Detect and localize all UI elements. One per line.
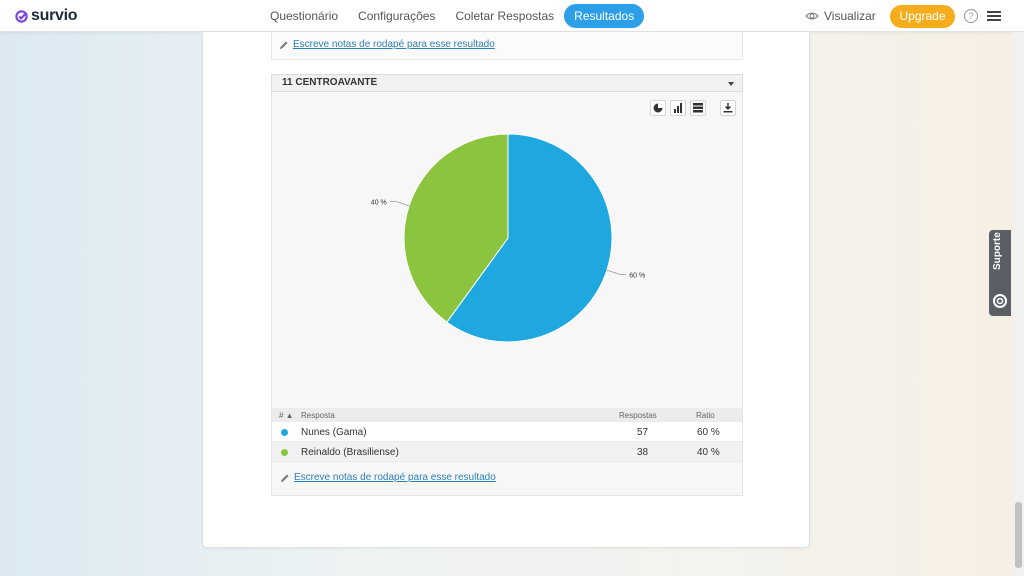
pie-chart-toggle[interactable] bbox=[650, 100, 666, 116]
pie-label-leader bbox=[606, 269, 627, 275]
chart-panel: 60 % 40 % # ▲ Resposta Respostas Ratio Nu… bbox=[271, 92, 743, 496]
visualizar-button[interactable]: Visualizar bbox=[805, 9, 876, 23]
nav-coletar-respostas[interactable]: Coletar Respostas bbox=[455, 9, 555, 23]
top-navbar: survio Questionário Configurações Coleta… bbox=[0, 0, 1024, 32]
legend-dot bbox=[281, 449, 288, 456]
responses-cell: 57 bbox=[637, 427, 649, 438]
pencil-icon bbox=[281, 474, 289, 482]
col-number-label: # bbox=[279, 411, 284, 420]
help-icon[interactable]: ? bbox=[964, 9, 978, 23]
support-label: Suporte bbox=[992, 232, 1003, 270]
answer-cell: Reinaldo (Brasiliense) bbox=[301, 447, 399, 458]
table-row: Nunes (Gama) 57 60 % bbox=[272, 422, 742, 442]
pie-data-label: 40 % bbox=[371, 200, 387, 207]
table-view-toggle[interactable] bbox=[690, 100, 706, 116]
scrollbar-thumb[interactable] bbox=[1015, 502, 1022, 568]
support-tab[interactable]: Suporte bbox=[989, 230, 1011, 316]
visualizar-label: Visualizar bbox=[824, 9, 876, 23]
ratio-cell: 60 % bbox=[697, 427, 720, 438]
nav-questionario[interactable]: Questionário bbox=[270, 9, 339, 23]
main-nav: Questionário Configurações Coletar Respo… bbox=[260, 4, 645, 28]
nav-resultados[interactable]: Resultados bbox=[564, 4, 645, 28]
pie-slice-1[interactable] bbox=[446, 133, 613, 343]
table-icon bbox=[693, 103, 703, 113]
table-header: # ▲ Resposta Respostas Ratio bbox=[272, 408, 742, 422]
eye-icon bbox=[805, 12, 819, 20]
survio-logo[interactable]: survio bbox=[15, 7, 78, 25]
pencil-icon bbox=[280, 41, 288, 49]
legend-dot bbox=[281, 429, 288, 436]
hamburger-menu-icon[interactable] bbox=[987, 11, 1001, 22]
upgrade-button[interactable]: Upgrade bbox=[890, 5, 955, 28]
pie-data-label: 60 % bbox=[629, 272, 645, 279]
pie-chart-icon bbox=[653, 103, 663, 113]
col-number-header[interactable]: # ▲ bbox=[279, 411, 294, 420]
logo-text: survio bbox=[31, 7, 78, 24]
bar-chart-icon bbox=[674, 103, 682, 113]
answer-cell: Nunes (Gama) bbox=[301, 427, 367, 438]
footnote-link-top[interactable]: Escreve notas de rodapé para esse result… bbox=[279, 39, 495, 50]
pie-label-leader bbox=[389, 201, 410, 207]
download-button[interactable] bbox=[720, 100, 736, 116]
col-ratio-header: Ratio bbox=[696, 411, 715, 420]
footnote-text: Escreve notas de rodapé para esse result… bbox=[294, 472, 496, 483]
footnote-text: Escreve notas de rodapé para esse result… bbox=[293, 39, 495, 50]
previous-question-footer bbox=[271, 32, 743, 60]
pie-slice-2[interactable] bbox=[403, 133, 509, 323]
chevron-down-icon[interactable] bbox=[728, 82, 734, 86]
ratio-cell: 40 % bbox=[697, 447, 720, 458]
results-card: Escreve notas de rodapé para esse result… bbox=[202, 32, 810, 548]
col-answer-header: Resposta bbox=[301, 411, 335, 420]
nav-configuracoes[interactable]: Configurações bbox=[358, 9, 436, 23]
logo-check-icon bbox=[15, 9, 28, 23]
results-table: # ▲ Resposta Respostas Ratio Nunes (Gama… bbox=[272, 408, 742, 462]
footnote-link-bottom[interactable]: Escreve notas de rodapé para esse result… bbox=[280, 472, 496, 483]
download-icon bbox=[723, 103, 733, 113]
bar-chart-toggle[interactable] bbox=[670, 100, 686, 116]
lifebuoy-icon bbox=[993, 294, 1007, 308]
table-row: Reinaldo (Brasiliense) 38 40 % bbox=[272, 442, 742, 462]
page-scrollbar[interactable] bbox=[1013, 32, 1024, 576]
responses-cell: 38 bbox=[637, 447, 649, 458]
question-title: 11 CENTROAVANTE bbox=[282, 77, 378, 88]
question-header[interactable]: 11 CENTROAVANTE bbox=[271, 74, 743, 92]
pie-chart: 60 % 40 % bbox=[371, 133, 645, 343]
col-responses-header: Respostas bbox=[619, 411, 657, 420]
